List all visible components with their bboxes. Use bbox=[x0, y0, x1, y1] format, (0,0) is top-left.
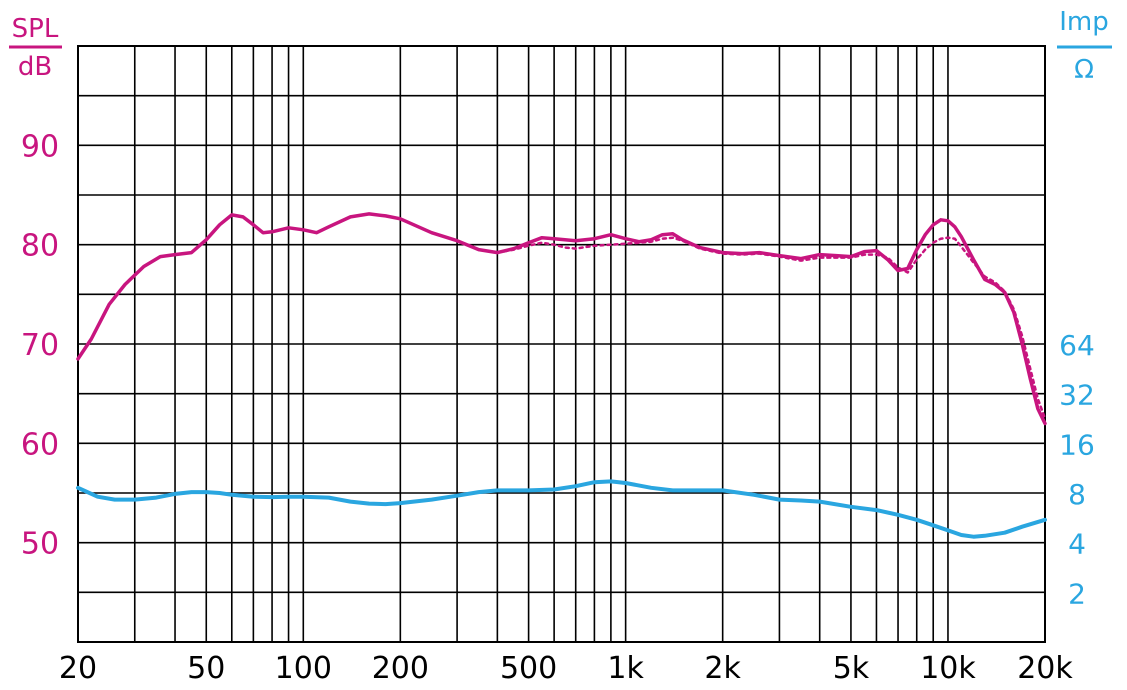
right-tick-label: 16 bbox=[1059, 428, 1095, 461]
right-axis-label-top: Imp bbox=[1059, 7, 1109, 37]
left-tick-label: 80 bbox=[21, 229, 59, 264]
left-axis-tick-labels: 90 80 70 60 50 bbox=[21, 129, 59, 561]
x-tick-label: 2k bbox=[704, 651, 741, 686]
x-tick-label: 200 bbox=[372, 651, 429, 686]
left-tick-label: 50 bbox=[21, 527, 59, 562]
right-axis-tick-labels: 64 32 16 8 4 2 bbox=[1059, 329, 1095, 610]
right-tick-label: 64 bbox=[1059, 329, 1095, 362]
left-tick-label: 90 bbox=[21, 129, 59, 164]
chart-grid bbox=[77, 45, 1046, 643]
left-axis-label-bottom: dB bbox=[18, 52, 52, 82]
x-tick-label: 500 bbox=[500, 651, 557, 686]
right-axis-header: Imp Ω bbox=[1057, 7, 1112, 85]
series-layer bbox=[76, 212, 1047, 539]
x-tick-label: 5k bbox=[833, 651, 870, 686]
x-axis-tick-labels: 20 50 100 200 500 1k 2k 5k 10k 20k bbox=[59, 651, 1073, 686]
left-tick-label: 60 bbox=[21, 427, 59, 462]
right-tick-label: 8 bbox=[1068, 478, 1086, 511]
x-tick-label: 50 bbox=[187, 651, 225, 686]
left-axis-header: SPL dB bbox=[9, 14, 62, 82]
right-tick-label: 2 bbox=[1068, 577, 1086, 610]
left-tick-label: 70 bbox=[21, 328, 59, 363]
x-tick-label: 20k bbox=[1017, 651, 1073, 686]
spl-series-line bbox=[76, 212, 1047, 426]
x-tick-label: 100 bbox=[275, 651, 332, 686]
right-tick-label: 4 bbox=[1068, 528, 1086, 561]
x-tick-label: 1k bbox=[607, 651, 644, 686]
right-axis-label-bottom: Ω bbox=[1074, 55, 1094, 85]
x-tick-label: 20 bbox=[59, 651, 97, 686]
spl-dotted-series-line bbox=[496, 236, 1047, 420]
plot-frame bbox=[77, 45, 1046, 643]
impedance-series-line bbox=[76, 479, 1047, 539]
left-axis-label-top: SPL bbox=[12, 14, 59, 44]
right-tick-label: 32 bbox=[1059, 379, 1095, 412]
x-tick-label: 10k bbox=[920, 651, 976, 686]
